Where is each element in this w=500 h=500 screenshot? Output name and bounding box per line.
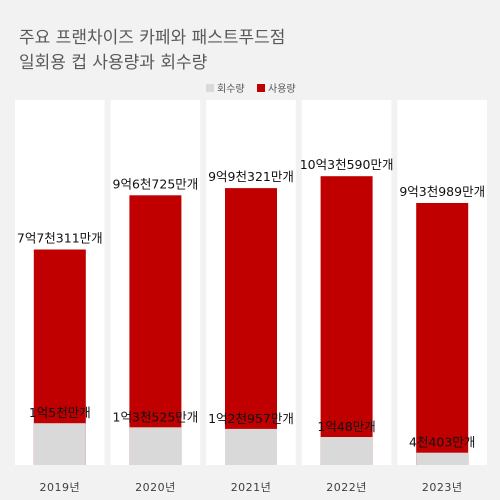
legend-swatch-collection [206,84,214,92]
chart-title-line-2: 일회용 컵 사용량과 회수량 [19,53,208,73]
x-tick-label: 2021년 [231,481,272,494]
bar-collection [33,423,86,465]
data-label-usage: 10억3천590만개 [300,157,394,172]
data-label-usage: 9억6천725만개 [113,176,199,191]
x-tick-label: 2019년 [39,481,80,494]
legend: 회수량 사용량 [206,83,296,95]
bar-collection [225,428,277,465]
x-tick-label: 2023년 [422,481,463,494]
x-axis-ticks: 2019년 2020년 2021년 2022년 2023년 [39,481,462,494]
bar-collection [129,427,182,465]
data-label-collection: 1억3천525만개 [113,409,199,424]
bars [33,176,469,466]
bar-usage [129,195,182,466]
legend-label-collection: 회수량 [217,83,245,95]
data-label-collection: 1억2천957만개 [208,411,294,426]
x-tick-label: 2022년 [326,481,367,494]
bar-usage [416,203,469,465]
bar-collection [416,452,469,465]
data-label-collection: 1억5천만개 [29,405,91,420]
x-tick-label: 2020년 [135,481,176,494]
legend-swatch-usage [257,84,265,92]
data-label-usage: 9억9천321만개 [208,169,294,184]
data-label-collection: 4천403만개 [409,435,475,450]
chart-title-line-1: 주요 프랜차이즈 카페와 패스트푸드점 [19,28,285,48]
data-label-usage: 7억7천311만개 [17,231,103,246]
bar-usage [225,188,277,465]
legend-label-usage: 사용량 [268,83,296,95]
bar-collection [320,437,373,465]
bar-usage [320,176,373,465]
data-label-collection: 1억48만개 [317,419,375,434]
data-label-usage: 9억3천989만개 [399,184,485,199]
data-labels: 7억7천311만개 1억5천만개 9억6천725만개 1억3천525만개 9억9천321… [17,157,485,450]
